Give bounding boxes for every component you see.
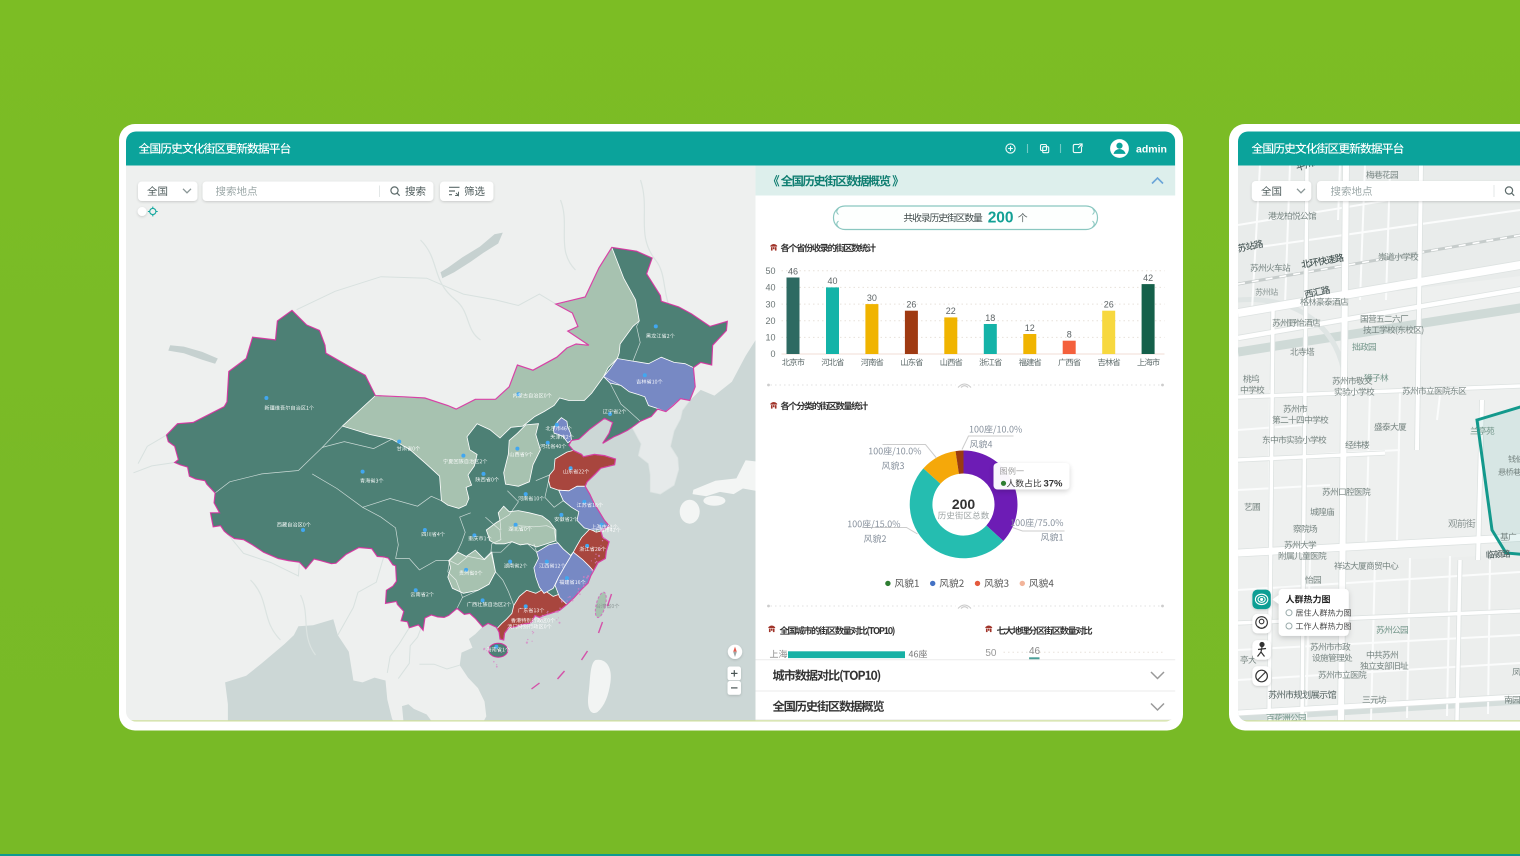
svg-text:30: 30 [866,293,876,303]
svg-text:50: 50 [985,648,997,659]
svg-text:40: 40 [765,283,775,293]
svg-text:40: 40 [827,276,837,286]
svg-text:46: 46 [1028,646,1040,657]
svg-text:8: 8 [1066,330,1071,340]
svg-text:0: 0 [770,349,775,359]
svg-text:26: 26 [1103,300,1113,310]
svg-text:10: 10 [765,333,775,343]
svg-text:30: 30 [765,299,775,309]
svg-text:26: 26 [906,300,916,310]
svg-text:22: 22 [945,306,955,316]
svg-text:200: 200 [987,210,1013,227]
svg-text:200: 200 [951,496,975,512]
svg-text:37%: 37% [1043,479,1063,490]
svg-text:46: 46 [787,266,797,276]
svg-text:50: 50 [765,266,775,276]
svg-text:admin: admin [1136,143,1167,155]
svg-text:12: 12 [1024,323,1034,333]
svg-text:42: 42 [1143,273,1153,283]
svg-text:20: 20 [765,316,775,326]
svg-text:18: 18 [985,313,995,323]
